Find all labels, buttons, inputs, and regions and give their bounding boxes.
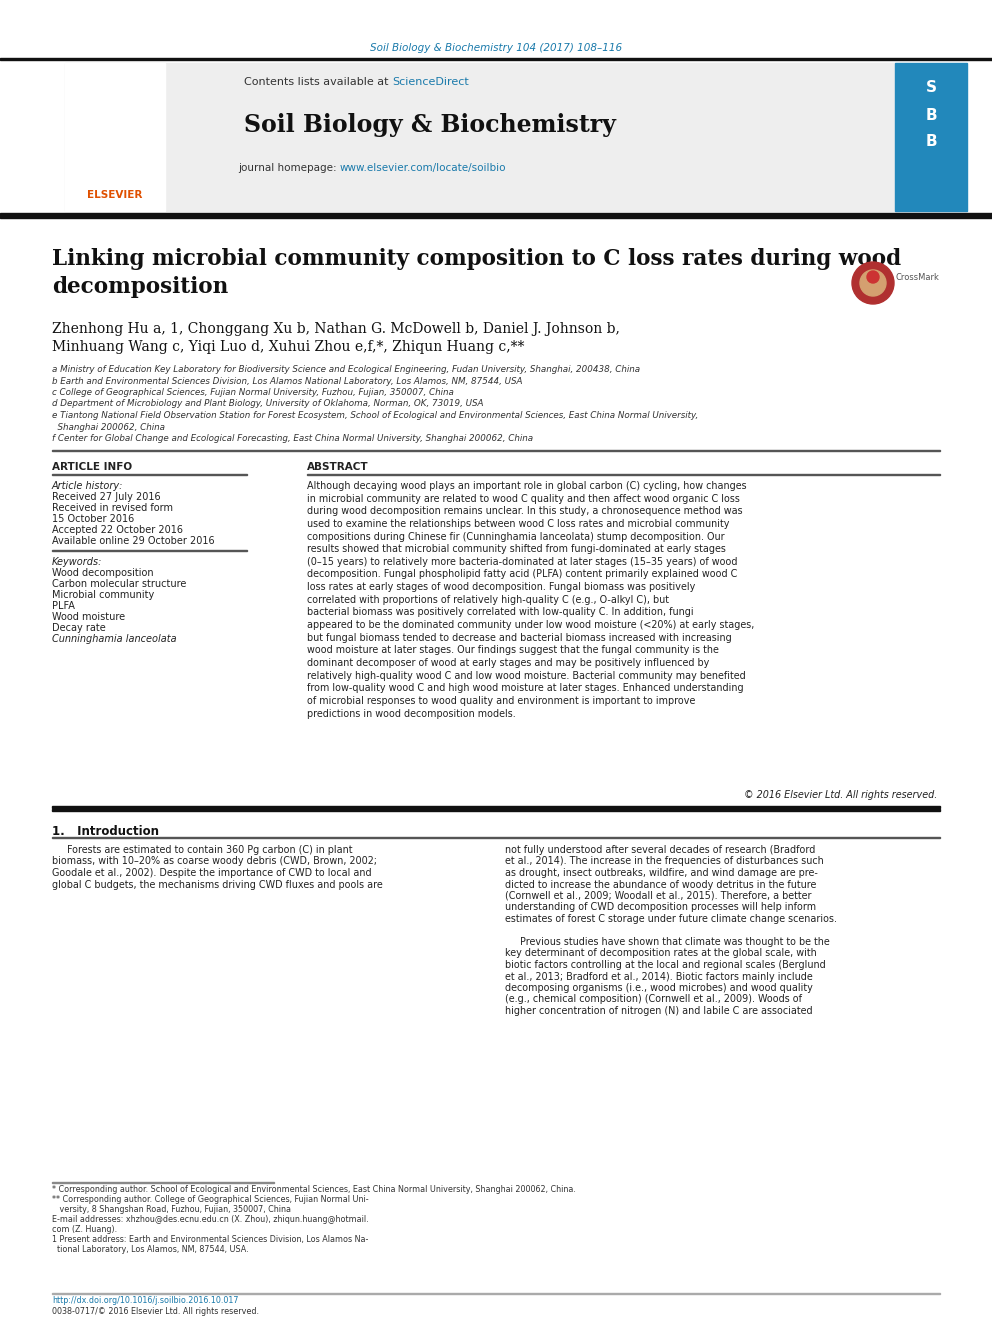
Text: biotic factors controlling at the local and regional scales (Berglund: biotic factors controlling at the local … [505, 960, 825, 970]
Text: a Ministry of Education Key Laboratory for Biodiversity Science and Ecological E: a Ministry of Education Key Laboratory f… [52, 365, 640, 374]
Text: key determinant of decomposition rates at the global scale, with: key determinant of decomposition rates a… [505, 949, 816, 958]
Bar [65, 64, 165, 210]
Text: Wood moisture: Wood moisture [52, 613, 125, 622]
Text: e Tiantong National Field Observation Station for Forest Ecosystem, School of Ec: e Tiantong National Field Observation St… [52, 411, 698, 419]
Text: 1.   Introduction: 1. Introduction [52, 826, 159, 837]
Bar [52, 808, 940, 811]
Text: www.elsevier.com/locate/soilbio: www.elsevier.com/locate/soilbio [340, 163, 507, 173]
Text: et al., 2014). The increase in the frequencies of disturbances such: et al., 2014). The increase in the frequ… [505, 856, 823, 867]
Circle shape [860, 270, 886, 296]
Text: versity, 8 Shangshan Road, Fuzhou, Fujian, 350007, China: versity, 8 Shangshan Road, Fuzhou, Fujia… [52, 1205, 291, 1215]
Text: Accepted 22 October 2016: Accepted 22 October 2016 [52, 525, 183, 534]
Text: not fully understood after several decades of research (Bradford: not fully understood after several decad… [505, 845, 815, 855]
Text: B: B [926, 107, 936, 123]
Text: global C budgets, the mechanisms driving CWD fluxes and pools are: global C budgets, the mechanisms driving… [52, 880, 383, 889]
Text: Forests are estimated to contain 360 Pg carbon (C) in plant: Forests are estimated to contain 360 Pg … [52, 845, 352, 855]
Text: 1 Present address: Earth and Environmental Sciences Division, Los Alamos Na-: 1 Present address: Earth and Environment… [52, 1234, 368, 1244]
Bar [52, 806, 940, 807]
Text: Received in revised form: Received in revised form [52, 503, 173, 513]
Text: Although decaying wood plays an important role in global carbon (C) cycling, how: Although decaying wood plays an importan… [307, 482, 754, 718]
Text: (Cornwell et al., 2009; Woodall et al., 2015). Therefore, a better: (Cornwell et al., 2009; Woodall et al., … [505, 890, 811, 901]
Text: S: S [926, 81, 936, 95]
Text: PLFA: PLFA [52, 601, 74, 611]
Text: 0038-0717/© 2016 Elsevier Ltd. All rights reserved.: 0038-0717/© 2016 Elsevier Ltd. All right… [52, 1307, 259, 1316]
Text: d Department of Microbiology and Plant Biology, University of Oklahoma, Norman, : d Department of Microbiology and Plant B… [52, 400, 483, 409]
Circle shape [852, 262, 894, 304]
Text: http://dx.doi.org/10.1016/j.soilbio.2016.10.017: http://dx.doi.org/10.1016/j.soilbio.2016… [52, 1297, 238, 1304]
Text: et al., 2013; Bradford et al., 2014). Biotic factors mainly include: et al., 2013; Bradford et al., 2014). Bi… [505, 971, 812, 982]
Text: Keywords:: Keywords: [52, 557, 102, 568]
Text: Minhuang Wang c, Yiqi Luo d, Xuhui Zhou e,f,*, Zhiqun Huang c,**: Minhuang Wang c, Yiqi Luo d, Xuhui Zhou … [52, 340, 525, 355]
Text: ARTICLE INFO: ARTICLE INFO [52, 462, 132, 472]
Text: ABSTRACT: ABSTRACT [307, 462, 369, 472]
Text: © 2016 Elsevier Ltd. All rights reserved.: © 2016 Elsevier Ltd. All rights reserved… [744, 790, 937, 800]
Text: CrossMark: CrossMark [896, 273, 939, 282]
Text: tional Laboratory, Los Alamos, NM, 87544, USA.: tional Laboratory, Los Alamos, NM, 87544… [52, 1245, 249, 1254]
Text: higher concentration of nitrogen (N) and labile C are associated: higher concentration of nitrogen (N) and… [505, 1005, 812, 1016]
Text: Shanghai 200062, China: Shanghai 200062, China [52, 422, 165, 431]
Text: understanding of CWD decomposition processes will help inform: understanding of CWD decomposition proce… [505, 902, 816, 913]
Text: decomposing organisms (i.e., wood microbes) and wood quality: decomposing organisms (i.e., wood microb… [505, 983, 812, 994]
Text: E-mail addresses: xhzhou@des.ecnu.edu.cn (X. Zhou), zhiqun.huang@hotmail.: E-mail addresses: xhzhou@des.ecnu.edu.cn… [52, 1215, 369, 1224]
Text: Goodale et al., 2002). Despite the importance of CWD to local and: Goodale et al., 2002). Despite the impor… [52, 868, 372, 878]
Text: Decay rate: Decay rate [52, 623, 106, 632]
Text: Linking microbial community composition to C loss rates during wood
decompositio: Linking microbial community composition … [52, 247, 901, 298]
Text: as drought, insect outbreaks, wildfire, and wind damage are pre-: as drought, insect outbreaks, wildfire, … [505, 868, 817, 878]
Bar [0, 213, 992, 218]
Text: Wood decomposition: Wood decomposition [52, 568, 154, 578]
Text: c College of Geographical Sciences, Fujian Normal University, Fuzhou, Fujian, 35: c College of Geographical Sciences, Fuji… [52, 388, 454, 397]
Text: Microbial community: Microbial community [52, 590, 154, 601]
Text: dicted to increase the abundance of woody detritus in the future: dicted to increase the abundance of wood… [505, 880, 816, 889]
Text: B: B [926, 135, 936, 149]
Text: ScienceDirect: ScienceDirect [392, 77, 469, 87]
Text: 15 October 2016: 15 October 2016 [52, 515, 134, 524]
Circle shape [867, 271, 879, 283]
Text: b Earth and Environmental Sciences Division, Los Alamos National Laboratory, Los: b Earth and Environmental Sciences Divis… [52, 377, 523, 385]
Text: * Corresponding author. School of Ecological and Environmental Sciences, East Ch: * Corresponding author. School of Ecolog… [52, 1185, 576, 1193]
Bar [895, 64, 967, 210]
Text: Article history:: Article history: [52, 482, 123, 491]
Text: Cunninghamia lanceolata: Cunninghamia lanceolata [52, 634, 177, 644]
Text: journal homepage:: journal homepage: [238, 163, 340, 173]
Text: Carbon molecular structure: Carbon molecular structure [52, 579, 186, 589]
Text: (e.g., chemical composition) (Cornwell et al., 2009). Woods of: (e.g., chemical composition) (Cornwell e… [505, 995, 802, 1004]
Text: Soil Biology & Biochemistry: Soil Biology & Biochemistry [244, 112, 616, 138]
Bar [0, 58, 992, 60]
Text: Received 27 July 2016: Received 27 July 2016 [52, 492, 161, 501]
Text: estimates of forest C storage under future climate change scenarios.: estimates of forest C storage under futu… [505, 914, 837, 923]
Text: ELSEVIER: ELSEVIER [87, 191, 143, 200]
Text: biomass, with 10–20% as coarse woody debris (CWD, Brown, 2002;: biomass, with 10–20% as coarse woody deb… [52, 856, 377, 867]
Text: ** Corresponding author. College of Geographical Sciences, Fujian Normal Uni-: ** Corresponding author. College of Geog… [52, 1195, 369, 1204]
Text: Available online 29 October 2016: Available online 29 October 2016 [52, 536, 214, 546]
Text: Previous studies have shown that climate was thought to be the: Previous studies have shown that climate… [505, 937, 829, 947]
Text: Contents lists available at: Contents lists available at [244, 77, 392, 87]
Bar [65, 64, 910, 210]
Text: Soil Biology & Biochemistry 104 (2017) 108–116: Soil Biology & Biochemistry 104 (2017) 1… [370, 44, 622, 53]
Text: f Center for Global Change and Ecological Forecasting, East China Normal Univers: f Center for Global Change and Ecologica… [52, 434, 533, 443]
Text: Zhenhong Hu a, 1, Chonggang Xu b, Nathan G. McDowell b, Daniel J. Johnson b,: Zhenhong Hu a, 1, Chonggang Xu b, Nathan… [52, 321, 620, 336]
Text: com (Z. Huang).: com (Z. Huang). [52, 1225, 117, 1234]
